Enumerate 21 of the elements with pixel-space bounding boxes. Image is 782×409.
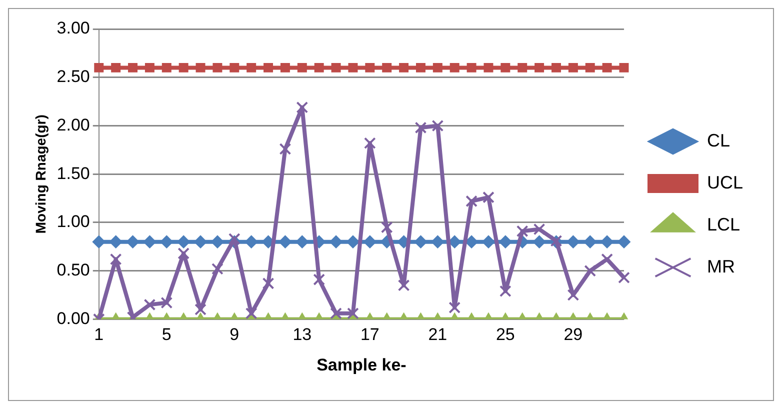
y-tick-label: 1.00 [56, 212, 90, 232]
legend-label: CL [706, 130, 730, 150]
y-tick-label: 0.50 [56, 260, 90, 280]
y-tick-label: 1.50 [56, 164, 90, 183]
x-tick-label: 25 [496, 325, 515, 344]
y-tick-label: 2.00 [56, 115, 90, 134]
y-tick-label: 3.00 [56, 18, 90, 38]
legend-label: UCL [706, 172, 744, 192]
x-tick-label: 13 [292, 325, 312, 344]
x-tick-label: 29 [564, 325, 583, 344]
x-tick-label: 1 [94, 325, 104, 344]
x-tick-label: 5 [162, 325, 172, 344]
x-axis-title: Sample ke- [316, 355, 406, 374]
legend-label: LCL [706, 214, 740, 234]
y-tick-label: 0.00 [56, 308, 90, 328]
x-tick-label: 21 [428, 325, 448, 344]
legend-label: MR [706, 256, 735, 276]
y-axis-title: Moving Rnage(gr) [32, 114, 48, 234]
x-tick-label: 17 [360, 325, 380, 344]
x-tick-label: 9 [230, 325, 240, 344]
y-tick-label: 2.50 [56, 67, 90, 86]
